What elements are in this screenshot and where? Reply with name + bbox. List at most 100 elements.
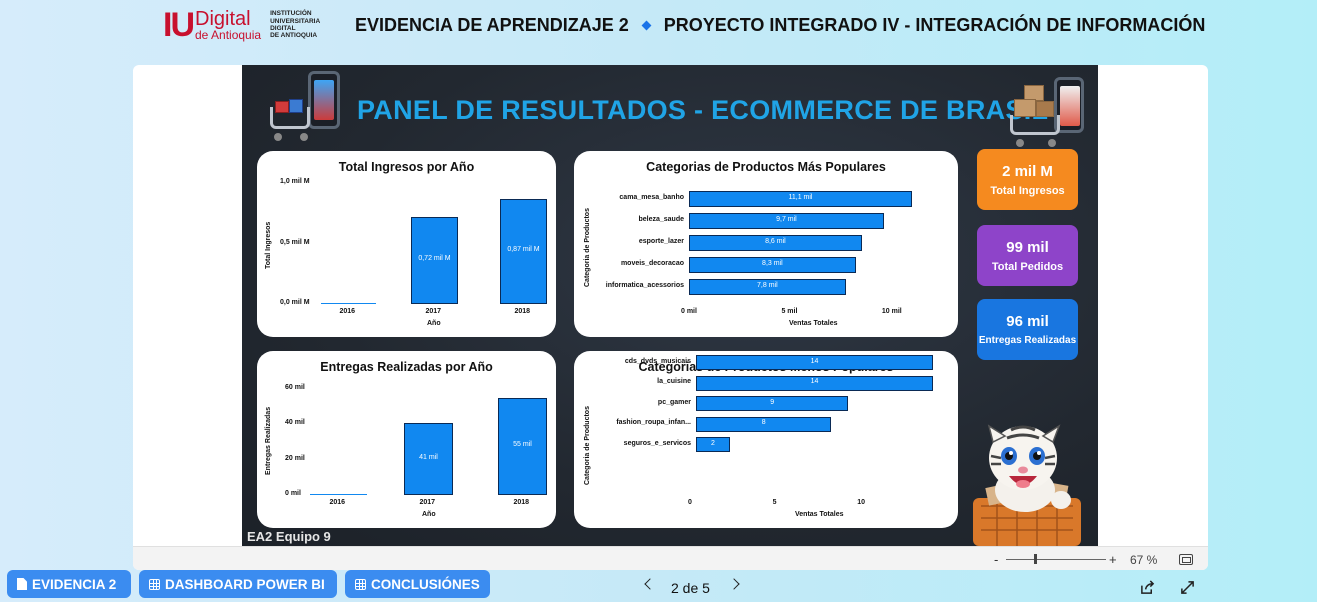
chart-y-tick-label: 0,0 mil M — [280, 299, 310, 306]
chart-y-tick-label: 0 mil — [285, 490, 301, 497]
conclusiones-button[interactable]: CONCLUSIÓNES — [345, 570, 490, 598]
chart-x-tick-label: 10 mil — [881, 308, 902, 315]
chart-title: Categorias de Productos Más Populares — [646, 160, 886, 174]
chart-x-tick-label: 2018 — [513, 499, 530, 506]
kpi-total-pedidos: 99 mil Total Pedidos — [977, 225, 1078, 286]
shopping-cart-icon — [270, 107, 310, 129]
chart-data-label: 0,87 mil M — [507, 246, 540, 254]
zoom-slider-track[interactable] — [1006, 559, 1106, 560]
chart-data-label: 2 — [710, 439, 715, 447]
page-indicator: 2 de 5 — [671, 580, 710, 596]
zoom-in-button[interactable]: + — [1109, 552, 1117, 567]
shopping-cart-icon — [1010, 115, 1060, 135]
evidencia-2-button-label: EVIDENCIA 2 — [32, 576, 117, 592]
previous-page-chevron-icon[interactable] — [644, 578, 656, 590]
viewer-zoom-bar: - + 67 % — [133, 546, 1208, 570]
chart-y-tick-label: cama_mesa_banho — [619, 194, 684, 201]
chart-x-tick-label: 5 mil — [781, 308, 798, 315]
chart-x-tick-label: 2017 — [425, 308, 442, 315]
fit-to-page-icon[interactable] — [1179, 554, 1193, 565]
ecommerce-cart-boxes-illustration — [1002, 75, 1087, 155]
phone-icon — [308, 71, 340, 129]
page-title: EVIDENCIA DE APRENDIZAJE 2 PROYECTO INTE… — [355, 15, 1205, 36]
chart-data-label: 14 — [810, 357, 819, 365]
kpi-label: Entregas Realizadas — [978, 335, 1077, 346]
evidencia-2-button[interactable]: EVIDENCIA 2 — [7, 570, 131, 598]
conclusiones-button-label: CONCLUSIÓNES — [371, 576, 480, 592]
chart-x-axis-label: Ventas Totales — [789, 320, 838, 327]
chart-data-label: 9 — [770, 398, 775, 406]
chart-title: Total Ingresos por Año — [338, 160, 475, 174]
chart-y-tick-label: 60 mil — [285, 384, 305, 391]
chart-y-tick-label: informatica_acessorios — [605, 282, 684, 289]
logo-institution-text: INSTITUCIÓN UNIVERSITARIA DIGITAL DE ANT… — [270, 10, 321, 40]
chart-x-tick-label: 10 — [857, 499, 866, 506]
zoom-slider-thumb[interactable] — [1034, 554, 1037, 564]
chart-x-tick-label: 2016 — [339, 308, 356, 315]
chart-card-entregas: Entregas Realizadas por Año Entregas Rea… — [257, 351, 556, 528]
chart-bar — [689, 191, 912, 207]
chart-x-tick-label: 0 mil — [681, 308, 697, 315]
dashboard-grid-icon — [149, 578, 160, 590]
chart-x-tick-label: 2018 — [514, 308, 531, 315]
chart-data-label: 8,6 mil — [765, 238, 786, 245]
chart-x-axis-label: Ventas Totales — [795, 511, 844, 518]
chart-bar — [689, 257, 856, 273]
chart-bar — [404, 422, 453, 495]
fullscreen-expand-icon[interactable] — [1180, 580, 1195, 595]
team-label: EA2 Equipo 9 — [247, 529, 331, 544]
kpi-value: 96 mil — [1006, 313, 1049, 330]
zoom-out-button[interactable]: - — [994, 552, 999, 567]
kpi-total-ingresos: 2 mil M Total Ingresos — [977, 149, 1078, 210]
tiger-mascot-illustration — [973, 424, 1081, 546]
logo-iu-mark: IU — [163, 6, 195, 44]
chart-x-tick-label: 2016 — [329, 499, 346, 506]
chart-data-label: 11,1 mil — [788, 194, 813, 201]
chart-y-tick-label: seguros_e_servicos — [623, 439, 691, 447]
chart-y-axis-label: Categoria de Productos — [584, 208, 591, 287]
report-title: PANEL DE RESULTADOS - ECOMMERCE DE BRASI… — [357, 95, 1049, 125]
kpi-label: Total Ingresos — [990, 185, 1065, 197]
chart-bar — [696, 416, 832, 432]
chart-card-categorias-populares: Categorias de Productos Más Populares Ca… — [574, 151, 958, 337]
page-title-right: PROYECTO INTEGRADO IV - INTEGRACIÓN DE I… — [663, 15, 1206, 35]
chart-y-tick-label: fashion_roupa_infan... — [616, 419, 691, 426]
chart-data-label: 14 — [810, 378, 819, 385]
diamond-separator-icon — [641, 20, 652, 31]
ecommerce-phone-cart-illustration — [266, 71, 346, 151]
kpi-entregas-realizadas: 96 mil Entregas Realizadas — [977, 299, 1078, 360]
chart-y-axis-label: Total Ingresos — [265, 221, 272, 269]
chart-y-tick-label: beleza_saude — [638, 216, 684, 223]
dashboard-power-bi-button-label: DASHBOARD POWER BI — [165, 576, 325, 592]
dashboard-power-bi-button[interactable]: DASHBOARD POWER BI — [139, 570, 337, 598]
chart-bar — [498, 397, 547, 495]
chart-x-tick-label: 0 — [688, 499, 692, 506]
page-title-left: EVIDENCIA DE APRENDIZAJE 2 — [355, 15, 629, 35]
chart-bar — [310, 494, 367, 495]
chart-card-categorias-menos-populares: Categorias de Productos Menos Populares … — [574, 351, 958, 528]
logo-antioquia-text: de Antioquia — [195, 27, 262, 42]
chart-y-tick-label: esporte_lazer — [638, 238, 684, 245]
iu-digital-logo: IU Digital de Antioquia INSTITUCIÓN UNIV… — [163, 8, 320, 42]
chart-y-tick-label: cds_dvds_musicais — [624, 357, 691, 365]
chart-data-label: 9,7 mil — [776, 216, 797, 223]
chart-x-axis-label: Año — [422, 511, 436, 518]
chart-bar — [500, 198, 547, 304]
chart-bar — [696, 355, 933, 370]
chart-bar — [696, 396, 849, 411]
chart-y-tick-label: 40 mil — [285, 419, 305, 427]
chart-x-tick-label: 2017 — [419, 499, 436, 506]
zoom-percentage: 67 % — [1130, 553, 1158, 567]
chart-bar — [689, 213, 884, 229]
kpi-value: 99 mil — [1006, 239, 1049, 256]
chart-card-ingresos: Total Ingresos por Año Total Ingresos Añ… — [257, 151, 556, 337]
logo-digital-text: Digital — [195, 7, 251, 30]
chart-y-tick-label: 0,5 mil M — [280, 238, 310, 246]
next-page-chevron-icon[interactable] — [728, 578, 740, 590]
chart-y-tick-label: la_cuisine — [657, 378, 691, 385]
kpi-value: 2 mil M — [1002, 163, 1053, 180]
chart-x-axis-label: Año — [427, 320, 441, 327]
chart-data-label: 8 — [761, 419, 766, 426]
share-icon[interactable] — [1140, 580, 1155, 595]
chart-bar — [411, 216, 458, 304]
